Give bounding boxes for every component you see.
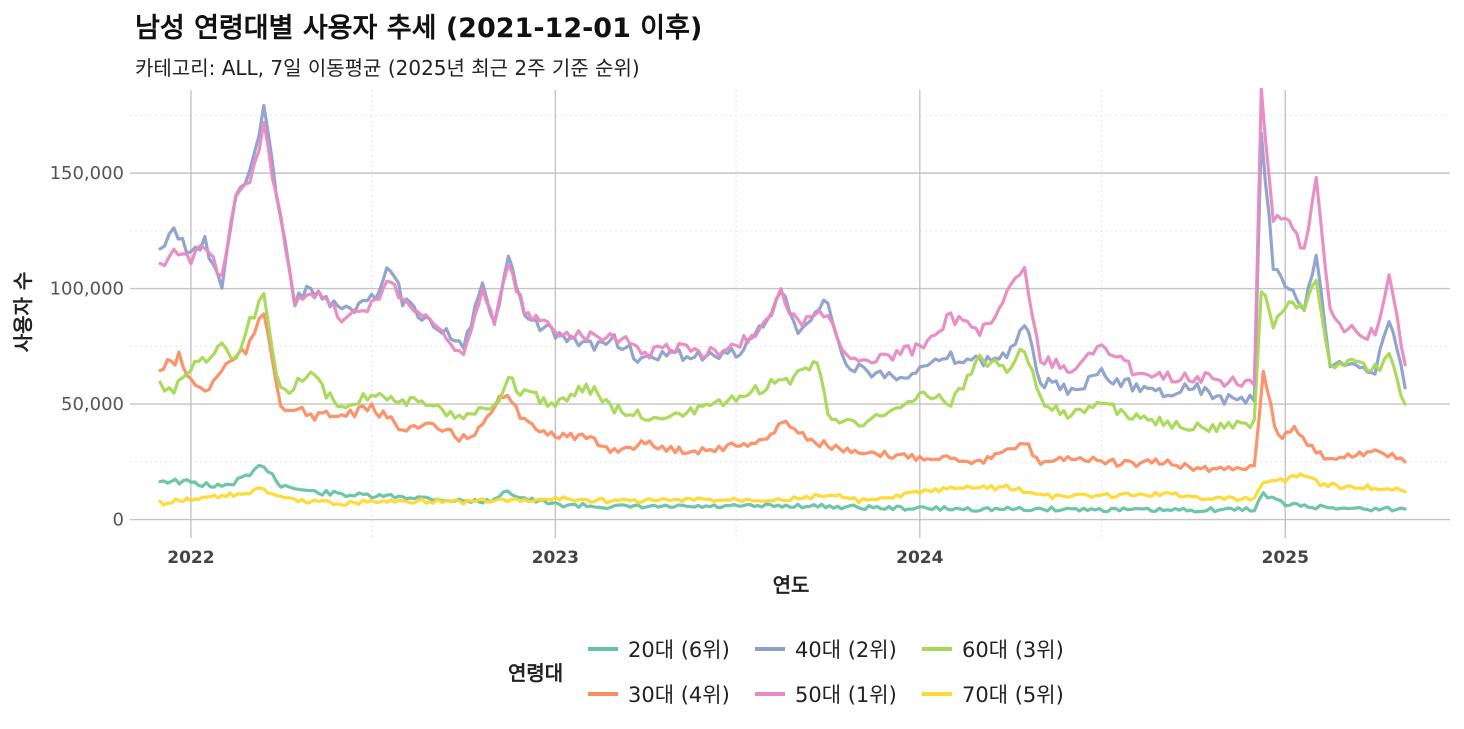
- y-axis-label: 사용자 수: [11, 272, 35, 353]
- x-tick-label: 2023: [532, 548, 579, 568]
- minor-gridlines: [130, 90, 1450, 538]
- legend-item-label: 30대 (4위): [628, 683, 730, 707]
- series-line: [158, 472, 1407, 507]
- y-tick-label: 150,000: [50, 163, 124, 184]
- x-tick-label: 2024: [896, 548, 943, 568]
- x-axis-ticks: 2022 2023 2024 2025: [167, 548, 1309, 568]
- chart-subtitle: 카테고리: ALL, 7일 이동평균 (2025년 최근 2주 기준 순위): [135, 56, 640, 80]
- legend-item-label: 60대 (3위): [962, 638, 1064, 662]
- series-line: [158, 87, 1407, 388]
- y-tick-label: 50,000: [61, 394, 124, 415]
- legend-title: 연령대: [508, 661, 563, 685]
- series-line: [158, 312, 1407, 473]
- x-tick-label: 2022: [167, 548, 214, 568]
- series-line: [158, 278, 1407, 434]
- series-line: [158, 103, 1407, 406]
- y-tick-label: 100,000: [50, 279, 124, 300]
- legend-item-label: 20대 (6위): [628, 638, 730, 662]
- legend: 20대 (6위) 30대 (4위) 40대 (2위) 50대 (1위) 60대 (3위)…: [588, 638, 1064, 707]
- legend-item-label: 40대 (2위): [795, 638, 897, 662]
- legend-item-label: 50대 (1위): [795, 683, 897, 707]
- y-tick-label: 0: [113, 510, 124, 531]
- x-axis-label: 연도: [773, 573, 810, 597]
- series-lines: [158, 87, 1407, 514]
- y-axis-ticks: 0 50,000 100,000 150,000: [50, 163, 124, 530]
- x-tick-label: 2025: [1262, 548, 1309, 568]
- chart-title: 남성 연령대별 사용자 추세 (2021-12-01 이후): [135, 13, 702, 44]
- legend-item-label: 70대 (5위): [962, 683, 1064, 707]
- series-line: [158, 463, 1407, 514]
